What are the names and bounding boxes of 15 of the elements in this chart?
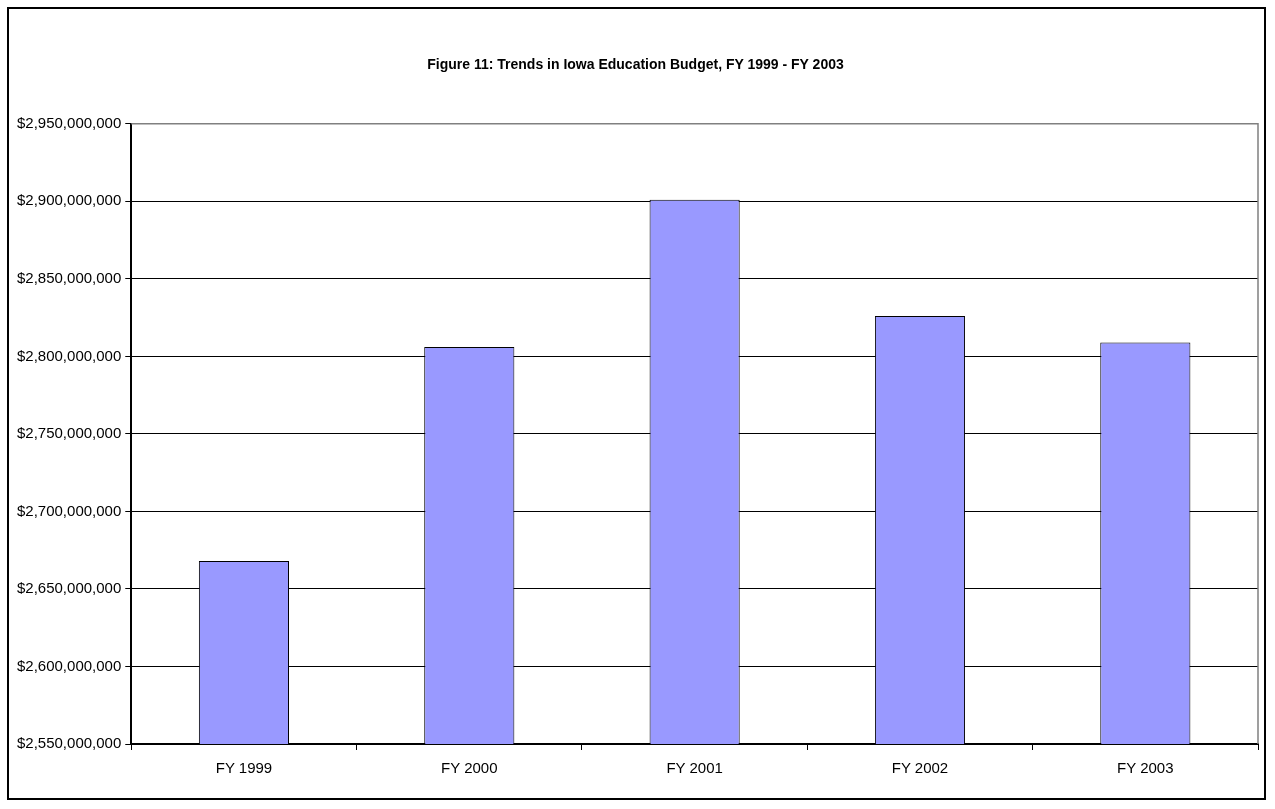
y-tick-label: $2,550,000,000: [16, 734, 122, 752]
y-tick-label: $2,700,000,000: [16, 501, 122, 519]
y-tick-label: $2,750,000,000: [16, 424, 122, 442]
y-tick-label: $2,850,000,000: [16, 268, 122, 286]
y-tick-label: $2,600,000,000: [16, 656, 122, 674]
chart-title: Figure 11: Trends in Iowa Education Budget, FY 1999 - FY 2003: [427, 56, 844, 73]
x-tick-label: FY 2001: [666, 759, 723, 777]
y-tick-label: $2,800,000,000: [16, 346, 122, 364]
y-tick-label: $2,950,000,000: [16, 113, 122, 131]
x-tick-label: FY 2000: [441, 759, 498, 777]
y-tick-label: $2,650,000,000: [16, 579, 122, 597]
y-tick-label: $2,900,000,000: [16, 191, 122, 209]
x-tick-label: FY 2002: [891, 759, 949, 777]
x-tick-label: FY 2003: [1117, 759, 1174, 777]
x-tick-label: FY 1999: [215, 759, 273, 777]
